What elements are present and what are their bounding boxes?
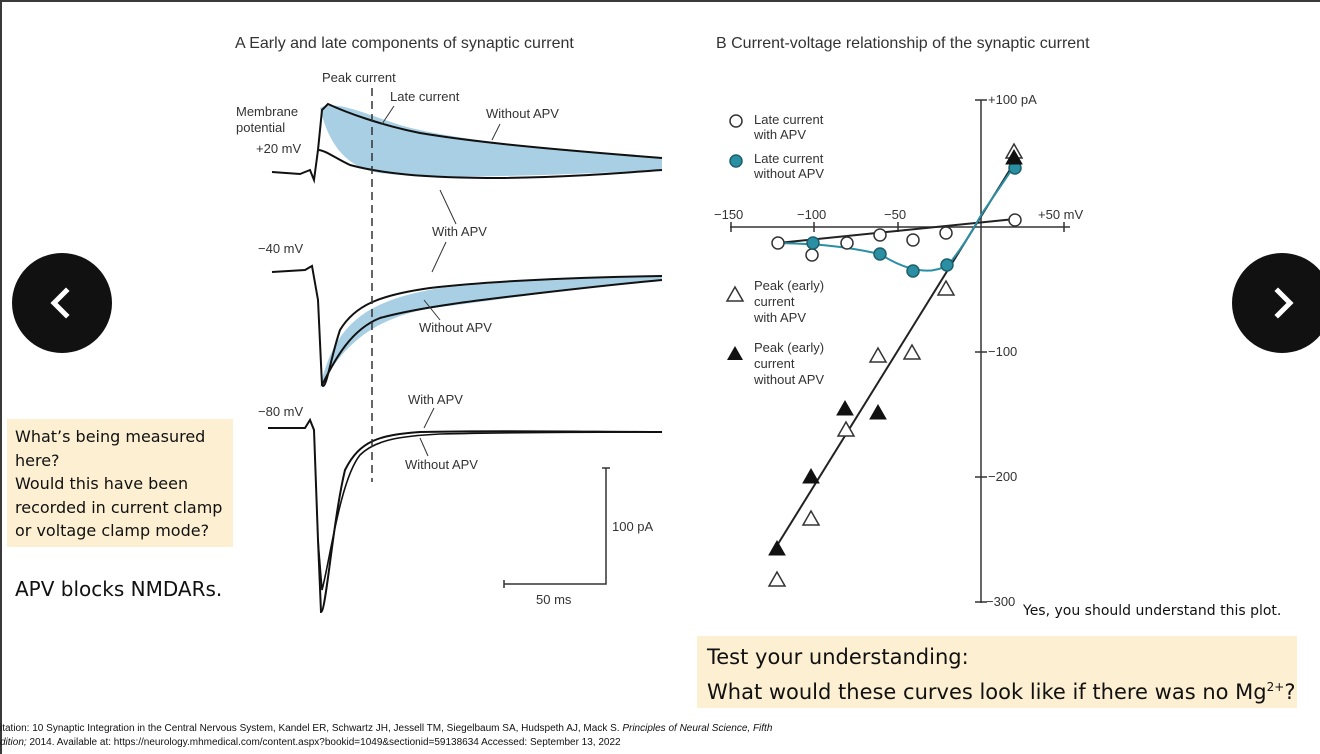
legend-peak-with-2: current (754, 294, 795, 309)
legend-peak-without-3: without APV (753, 372, 824, 387)
citation-line-2: dition; 2014. Available at: https://neur… (0, 736, 772, 750)
legend-late-without-2: without APV (753, 166, 824, 181)
question-line: Would this have been (15, 474, 189, 493)
scale-bar-ms: 50 ms (536, 592, 572, 607)
panel-b-title: B Current-voltage relationship of the sy… (716, 35, 1090, 52)
series-peak-without-apv (768, 148, 1023, 556)
previous-slide-button[interactable] (12, 253, 112, 353)
legend-peak-with-3: with APV (753, 310, 806, 325)
apv-note: APV blocks NMDARs. (15, 577, 223, 601)
with-apv-label-2: With APV (408, 392, 463, 407)
chevron-left-icon (50, 287, 70, 319)
test-question: What would these curves look like if the… (707, 672, 1297, 707)
legend-peak-without-2: current (754, 356, 795, 371)
citation-edition: dition; (0, 737, 27, 748)
y-tick-minus300: −300 (986, 594, 1015, 609)
citation-line-1: itation: 10 Synaptic Integration in the … (0, 722, 772, 736)
panel-a-title: A Early and late components of synaptic … (235, 35, 574, 52)
legend-peak-without-1: Peak (early) (754, 340, 824, 355)
citation-url: 2014. Available at: https://neurology.mh… (26, 737, 621, 748)
without-apv-label-3: Without APV (405, 457, 478, 472)
legend: Late current with APV Late current witho… (725, 112, 824, 387)
next-slide-button[interactable] (1232, 253, 1320, 353)
trace-plus20 (271, 102, 663, 184)
y-tick-plus100: +100 pA (988, 92, 1037, 107)
voltage-minus40-label: −40 mV (258, 241, 303, 256)
x-tick-150: −150 (714, 207, 743, 222)
question-line: recorded in current clamp (15, 497, 223, 517)
y-tick-minus200: −200 (988, 469, 1017, 484)
series-peak-with-apv (767, 142, 1024, 587)
citation-text: itation: 10 Synaptic Integration in the … (0, 723, 623, 734)
series-late-without-apv (806, 161, 1022, 278)
peak-current-label: Peak current (322, 70, 396, 85)
legend-peak-with-1: Peak (early) (754, 278, 824, 293)
legend-late-without-1: Late current (754, 151, 824, 166)
with-apv-label-1: With APV (432, 224, 487, 239)
legend-late-with-2: with APV (753, 127, 806, 142)
test-understanding-note: Test your understanding: What would thes… (697, 636, 1297, 708)
understand-note: Yes, you should understand this plot. (1023, 603, 1282, 619)
mg-superscript: 2+ (1266, 680, 1285, 694)
voltage-minus80-label: −80 mV (258, 404, 303, 419)
test-question-text: What would these curves look like if the… (707, 680, 1267, 704)
left-border (0, 0, 2, 754)
x-tick-100: −100 (797, 207, 826, 222)
voltage-plus20-label: +20 mV (256, 141, 301, 156)
question-line: or voltage clamp mode? (15, 521, 210, 540)
top-border (0, 0, 1320, 2)
late-current-label: Late current (390, 89, 460, 104)
citation: itation: 10 Synaptic Integration in the … (0, 722, 772, 750)
x-tick-50: −50 (884, 207, 906, 222)
membrane-label: Membrane (236, 104, 298, 119)
without-apv-label-2: Without APV (419, 320, 492, 335)
trace-minus40 (271, 264, 663, 388)
legend-late-with-1: Late current (754, 112, 824, 127)
scale-bar-pa: 100 pA (612, 519, 654, 534)
question-note: What’s being measured here? Would this h… (7, 419, 233, 547)
potential-label: potential (236, 120, 285, 135)
y-tick-minus100: −100 (988, 344, 1017, 359)
question-line: here? (15, 450, 60, 470)
question-line: What’s being measured (15, 427, 206, 446)
chevron-right-icon (1274, 287, 1294, 319)
without-apv-label-1: Without APV (486, 106, 559, 121)
test-title: Test your understanding: (707, 645, 969, 669)
citation-book-title: Principles of Neural Science, Fifth (622, 723, 773, 734)
trace-minus80 (268, 417, 663, 614)
series-late-with-apv (771, 213, 1022, 262)
test-question-end: ? (1284, 680, 1296, 704)
x-tick-plus50: +50 mV (1038, 207, 1083, 222)
